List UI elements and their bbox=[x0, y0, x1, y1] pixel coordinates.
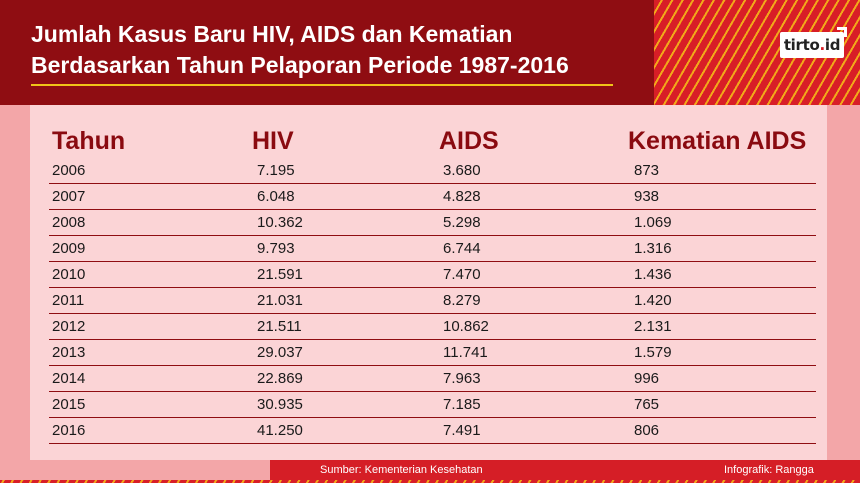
cell-aids: 7.185 bbox=[443, 396, 481, 414]
cell-aids: 10.862 bbox=[443, 318, 489, 336]
cell-aids: 7.963 bbox=[443, 370, 481, 388]
cell-hiv: 21.511 bbox=[257, 318, 302, 336]
cell-year: 2013 bbox=[52, 344, 85, 362]
cell-aids: 7.491 bbox=[443, 422, 481, 440]
table-row: 2014 22.869 7.963 996 bbox=[49, 366, 816, 392]
cell-deaths: 806 bbox=[634, 422, 659, 440]
cell-deaths: 1.436 bbox=[634, 266, 672, 284]
table-row: 2016 41.250 7.491 806 bbox=[49, 418, 816, 444]
cell-aids: 3.680 bbox=[443, 162, 481, 180]
cell-deaths: 1.420 bbox=[634, 292, 672, 310]
title-line-2: Berdasarkan Tahun Pelaporan Periode 1987… bbox=[31, 50, 631, 81]
cell-hiv: 41.250 bbox=[257, 422, 303, 440]
cell-hiv: 22.869 bbox=[257, 370, 303, 388]
cell-hiv: 29.037 bbox=[257, 344, 303, 362]
logo-corner-mark bbox=[837, 27, 847, 37]
cell-deaths: 1.069 bbox=[634, 214, 672, 232]
cell-hiv: 10.362 bbox=[257, 214, 303, 232]
cell-deaths: 2.131 bbox=[634, 318, 672, 336]
column-header-aids: AIDS bbox=[439, 126, 499, 156]
logo-text: tirto.id bbox=[784, 36, 840, 54]
cell-hiv: 30.935 bbox=[257, 396, 303, 414]
cell-year: 2007 bbox=[52, 188, 85, 206]
cell-deaths: 765 bbox=[634, 396, 659, 414]
table-row: 2011 21.031 8.279 1.420 bbox=[49, 288, 816, 314]
credit-text: Infografik: Rangga bbox=[724, 463, 814, 477]
table-row: 2008 10.362 5.298 1.069 bbox=[49, 210, 816, 236]
cell-hiv: 21.591 bbox=[257, 266, 303, 284]
title-underline bbox=[31, 84, 613, 86]
table-row: 2007 6.048 4.828 938 bbox=[49, 184, 816, 210]
table-row: 2006 7.195 3.680 873 bbox=[49, 158, 816, 184]
cell-hiv: 6.048 bbox=[257, 188, 295, 206]
table-row: 2012 21.511 10.862 2.131 bbox=[49, 314, 816, 340]
cell-aids: 5.298 bbox=[443, 214, 481, 232]
cell-aids: 8.279 bbox=[443, 292, 481, 310]
header: Jumlah Kasus Baru HIV, AIDS dan Kematian… bbox=[0, 0, 650, 105]
cell-year: 2014 bbox=[52, 370, 85, 388]
cell-deaths: 873 bbox=[634, 162, 659, 180]
cell-deaths: 1.316 bbox=[634, 240, 672, 258]
cell-aids: 6.744 bbox=[443, 240, 481, 258]
cell-hiv: 7.195 bbox=[257, 162, 295, 180]
cell-deaths: 938 bbox=[634, 188, 659, 206]
cell-hiv: 9.793 bbox=[257, 240, 295, 258]
cell-year: 2010 bbox=[52, 266, 85, 284]
cell-hiv: 21.031 bbox=[257, 292, 303, 310]
cell-aids: 11.741 bbox=[443, 344, 488, 362]
table-row: 2015 30.935 7.185 765 bbox=[49, 392, 816, 418]
page-title: Jumlah Kasus Baru HIV, AIDS dan Kematian… bbox=[31, 19, 631, 81]
column-header-kematian-aids: Kematian AIDS bbox=[628, 126, 806, 156]
cell-aids: 4.828 bbox=[443, 188, 481, 206]
cell-year: 2009 bbox=[52, 240, 85, 258]
source-text: Sumber: Kementerian Kesehatan bbox=[320, 463, 483, 477]
table-row: 2009 9.793 6.744 1.316 bbox=[49, 236, 816, 262]
cell-deaths: 996 bbox=[634, 370, 659, 388]
cell-year: 2011 bbox=[52, 292, 84, 310]
cell-aids: 7.470 bbox=[443, 266, 481, 284]
cell-year: 2006 bbox=[52, 162, 85, 180]
cell-year: 2015 bbox=[52, 396, 85, 414]
cell-year: 2016 bbox=[52, 422, 85, 440]
column-header-hiv: HIV bbox=[252, 126, 294, 156]
cell-year: 2012 bbox=[52, 318, 85, 336]
tirto-logo: tirto.id bbox=[780, 32, 844, 58]
cell-deaths: 1.579 bbox=[634, 344, 672, 362]
cell-year: 2008 bbox=[52, 214, 85, 232]
table-row: 2010 21.591 7.470 1.436 bbox=[49, 262, 816, 288]
title-line-1: Jumlah Kasus Baru HIV, AIDS dan Kematian bbox=[31, 19, 631, 50]
column-header-tahun: Tahun bbox=[52, 126, 125, 156]
table-row: 2013 29.037 11.741 1.579 bbox=[49, 340, 816, 366]
